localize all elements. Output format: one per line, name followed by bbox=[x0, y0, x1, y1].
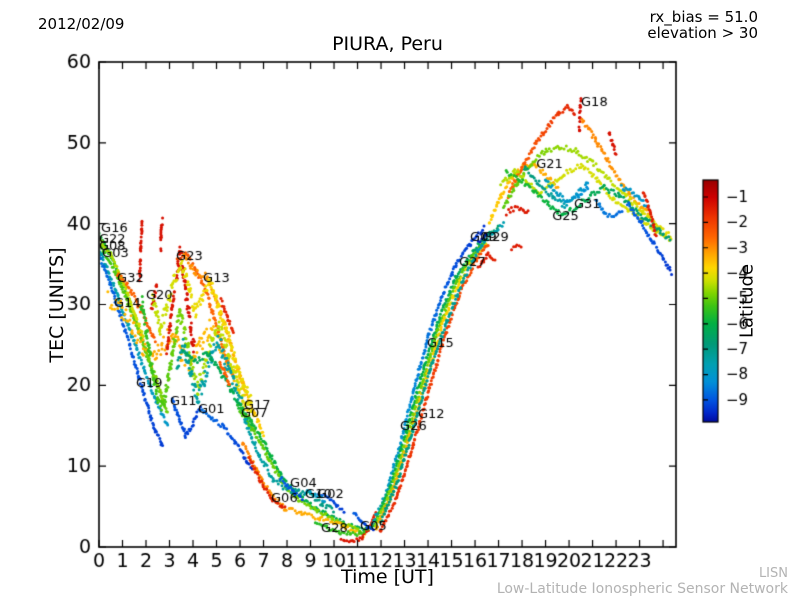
elevation-label: elevation > 30 bbox=[647, 24, 758, 42]
watermark-network: Low-Latitude Ionospheric Sensor Network bbox=[496, 581, 788, 597]
rx-bias-label: rx_bias = 51.0 bbox=[649, 8, 758, 26]
colorbar-label: Latitude bbox=[736, 263, 758, 339]
date-label: 2012/02/09 bbox=[38, 15, 125, 33]
plot-title: PIURA, Peru bbox=[332, 33, 443, 55]
receiver-info: rx_bias = 51.0 elevation > 30 bbox=[647, 9, 758, 41]
watermark-lisn: LISN bbox=[758, 566, 788, 581]
x-axis-label: Time [UT] bbox=[341, 566, 434, 588]
y-axis-label: TEC [UNITS] bbox=[46, 247, 68, 363]
